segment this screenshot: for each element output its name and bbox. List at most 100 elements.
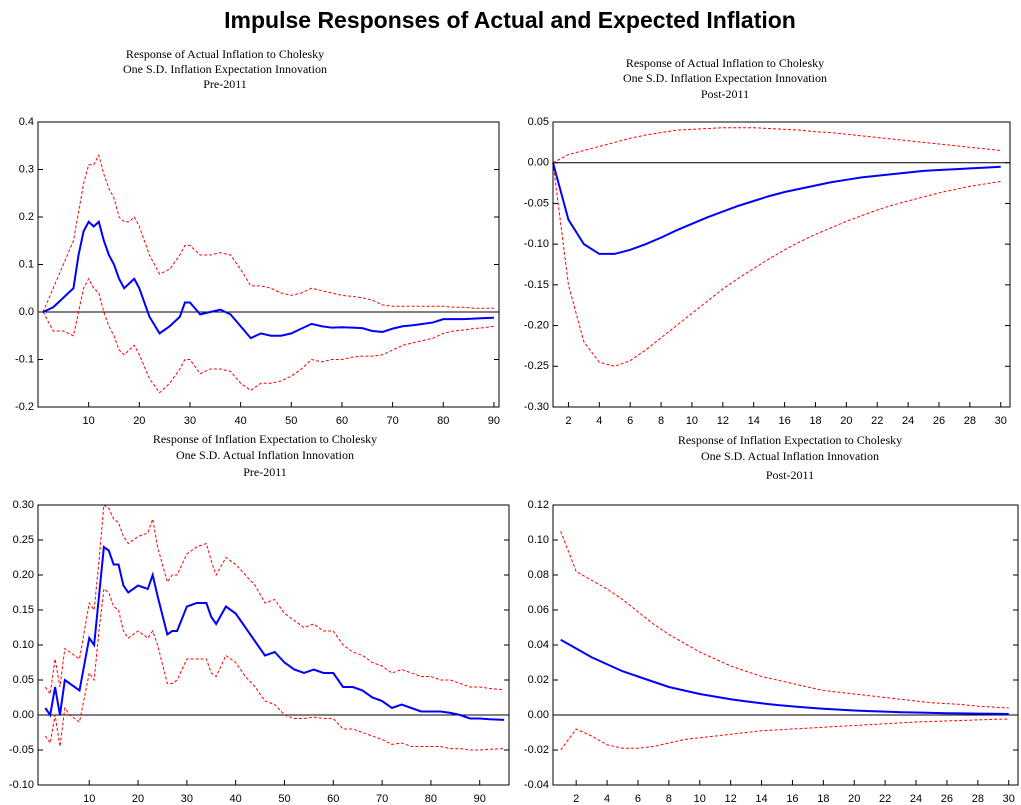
x-tick-label: 70 xyxy=(376,793,388,805)
panel-title: Response of Inflation Expectation to Cho… xyxy=(153,432,377,446)
x-tick-label: 40 xyxy=(235,415,247,427)
x-tick-label: 30 xyxy=(995,415,1007,427)
y-tick-label: 0.4 xyxy=(19,116,34,128)
y-tick-label: -0.2 xyxy=(15,401,34,413)
confidence-band xyxy=(44,588,505,751)
y-tick-label: 0.10 xyxy=(13,639,34,651)
y-tick-label: 0.00 xyxy=(528,157,549,169)
panel-title: Pre-2011 xyxy=(203,77,247,91)
x-tick-label: 10 xyxy=(83,415,95,427)
y-tick-label: -0.30 xyxy=(524,401,549,413)
plot-frame xyxy=(37,121,500,408)
y-tick-label: 0.15 xyxy=(13,604,34,616)
y-tick-label: 0.02 xyxy=(528,674,549,686)
x-tick-label: 14 xyxy=(755,793,767,805)
x-tick-label: 18 xyxy=(817,793,829,805)
y-tick-label: -0.05 xyxy=(9,744,34,756)
confidence-band xyxy=(560,718,1009,751)
x-tick-label: 60 xyxy=(336,415,348,427)
x-tick-label: 8 xyxy=(658,415,664,427)
y-tick-label: 0.0 xyxy=(19,306,34,318)
y-tick-label: 0.04 xyxy=(528,639,549,651)
x-tick-label: 12 xyxy=(717,415,729,427)
x-tick-label: 70 xyxy=(386,415,398,427)
x-tick-label: 4 xyxy=(604,793,610,805)
x-tick-label: 12 xyxy=(725,793,737,805)
panel-title: Response of Actual Inflation to Cholesky xyxy=(126,47,324,61)
x-tick-label: 22 xyxy=(871,415,883,427)
y-tick-label: 0.1 xyxy=(19,258,34,270)
confidence-band xyxy=(42,277,494,394)
x-tick-label: 14 xyxy=(748,415,760,427)
y-tick-label: -0.04 xyxy=(524,779,549,791)
y-tick-label: 0.00 xyxy=(528,709,549,721)
panel-title: One S.D. Inflation Expectation Innovatio… xyxy=(123,62,327,76)
y-tick-label: -0.02 xyxy=(524,744,549,756)
x-tick-label: 26 xyxy=(941,793,953,805)
response-line xyxy=(552,162,1001,255)
panel-title: One S.D. Inflation Expectation Innovatio… xyxy=(623,71,827,85)
x-tick-label: 28 xyxy=(972,793,984,805)
confidence-band xyxy=(560,531,1009,709)
plot-frame xyxy=(552,504,1019,786)
x-tick-label: 50 xyxy=(285,415,297,427)
y-tick-label: -0.05 xyxy=(524,197,549,209)
x-tick-label: 80 xyxy=(437,415,449,427)
x-tick-label: 24 xyxy=(910,793,922,805)
x-tick-label: 40 xyxy=(230,793,242,805)
x-tick-label: 26 xyxy=(933,415,945,427)
panel-title: One S.D. Actual Inflation Innovation xyxy=(701,449,879,463)
y-tick-label: 0.10 xyxy=(528,534,549,546)
y-tick-label: 0.05 xyxy=(13,674,34,686)
x-tick-label: 60 xyxy=(327,793,339,805)
x-tick-label: 10 xyxy=(694,793,706,805)
response-line xyxy=(44,545,505,721)
plot-frame xyxy=(552,121,1011,408)
x-tick-label: 4 xyxy=(596,415,602,427)
y-tick-label: -0.10 xyxy=(524,238,549,250)
y-tick-label: -0.1 xyxy=(15,353,34,365)
x-tick-label: 18 xyxy=(809,415,821,427)
x-tick-label: 30 xyxy=(184,415,196,427)
y-tick-label: 0.3 xyxy=(19,163,34,175)
confidence-band xyxy=(42,153,494,313)
x-tick-label: 10 xyxy=(83,793,95,805)
figure-title: Impulse Responses of Actual and Expected… xyxy=(224,7,796,33)
y-tick-label: -0.20 xyxy=(524,319,549,331)
panel-title: Pre-2011 xyxy=(243,465,287,479)
response-line xyxy=(42,219,494,340)
x-tick-label: 2 xyxy=(573,793,579,805)
plot-frame xyxy=(37,504,510,786)
y-tick-label: -0.10 xyxy=(9,779,34,791)
x-tick-label: 50 xyxy=(278,793,290,805)
x-tick-label: 22 xyxy=(879,793,891,805)
y-tick-label: 0.06 xyxy=(528,604,549,616)
y-tick-label: -0.25 xyxy=(524,360,549,372)
x-tick-label: 8 xyxy=(666,793,672,805)
panel-title: Post-2011 xyxy=(701,87,749,101)
x-tick-label: 6 xyxy=(635,793,641,805)
x-tick-label: 30 xyxy=(181,793,193,805)
x-tick-label: 90 xyxy=(474,793,486,805)
x-tick-label: 16 xyxy=(786,793,798,805)
y-tick-label: 0.30 xyxy=(13,499,34,511)
x-tick-label: 30 xyxy=(1003,793,1015,805)
panel-title: Response of Inflation Expectation to Cho… xyxy=(678,433,902,447)
confidence-band xyxy=(552,162,1001,367)
y-tick-label: -0.15 xyxy=(524,279,549,291)
x-tick-label: 80 xyxy=(425,793,437,805)
panel-title: Response of Actual Inflation to Cholesky xyxy=(626,56,824,70)
confidence-band xyxy=(552,127,1001,164)
panel-title: Post-2011 xyxy=(766,468,814,482)
x-tick-label: 24 xyxy=(902,415,914,427)
x-tick-label: 20 xyxy=(840,415,852,427)
x-tick-label: 20 xyxy=(132,793,144,805)
y-tick-label: 0.2 xyxy=(19,211,34,223)
x-tick-label: 10 xyxy=(686,415,698,427)
y-tick-label: 0.20 xyxy=(13,569,34,581)
x-tick-label: 6 xyxy=(627,415,633,427)
x-tick-label: 28 xyxy=(964,415,976,427)
y-tick-label: 0.05 xyxy=(528,116,549,128)
